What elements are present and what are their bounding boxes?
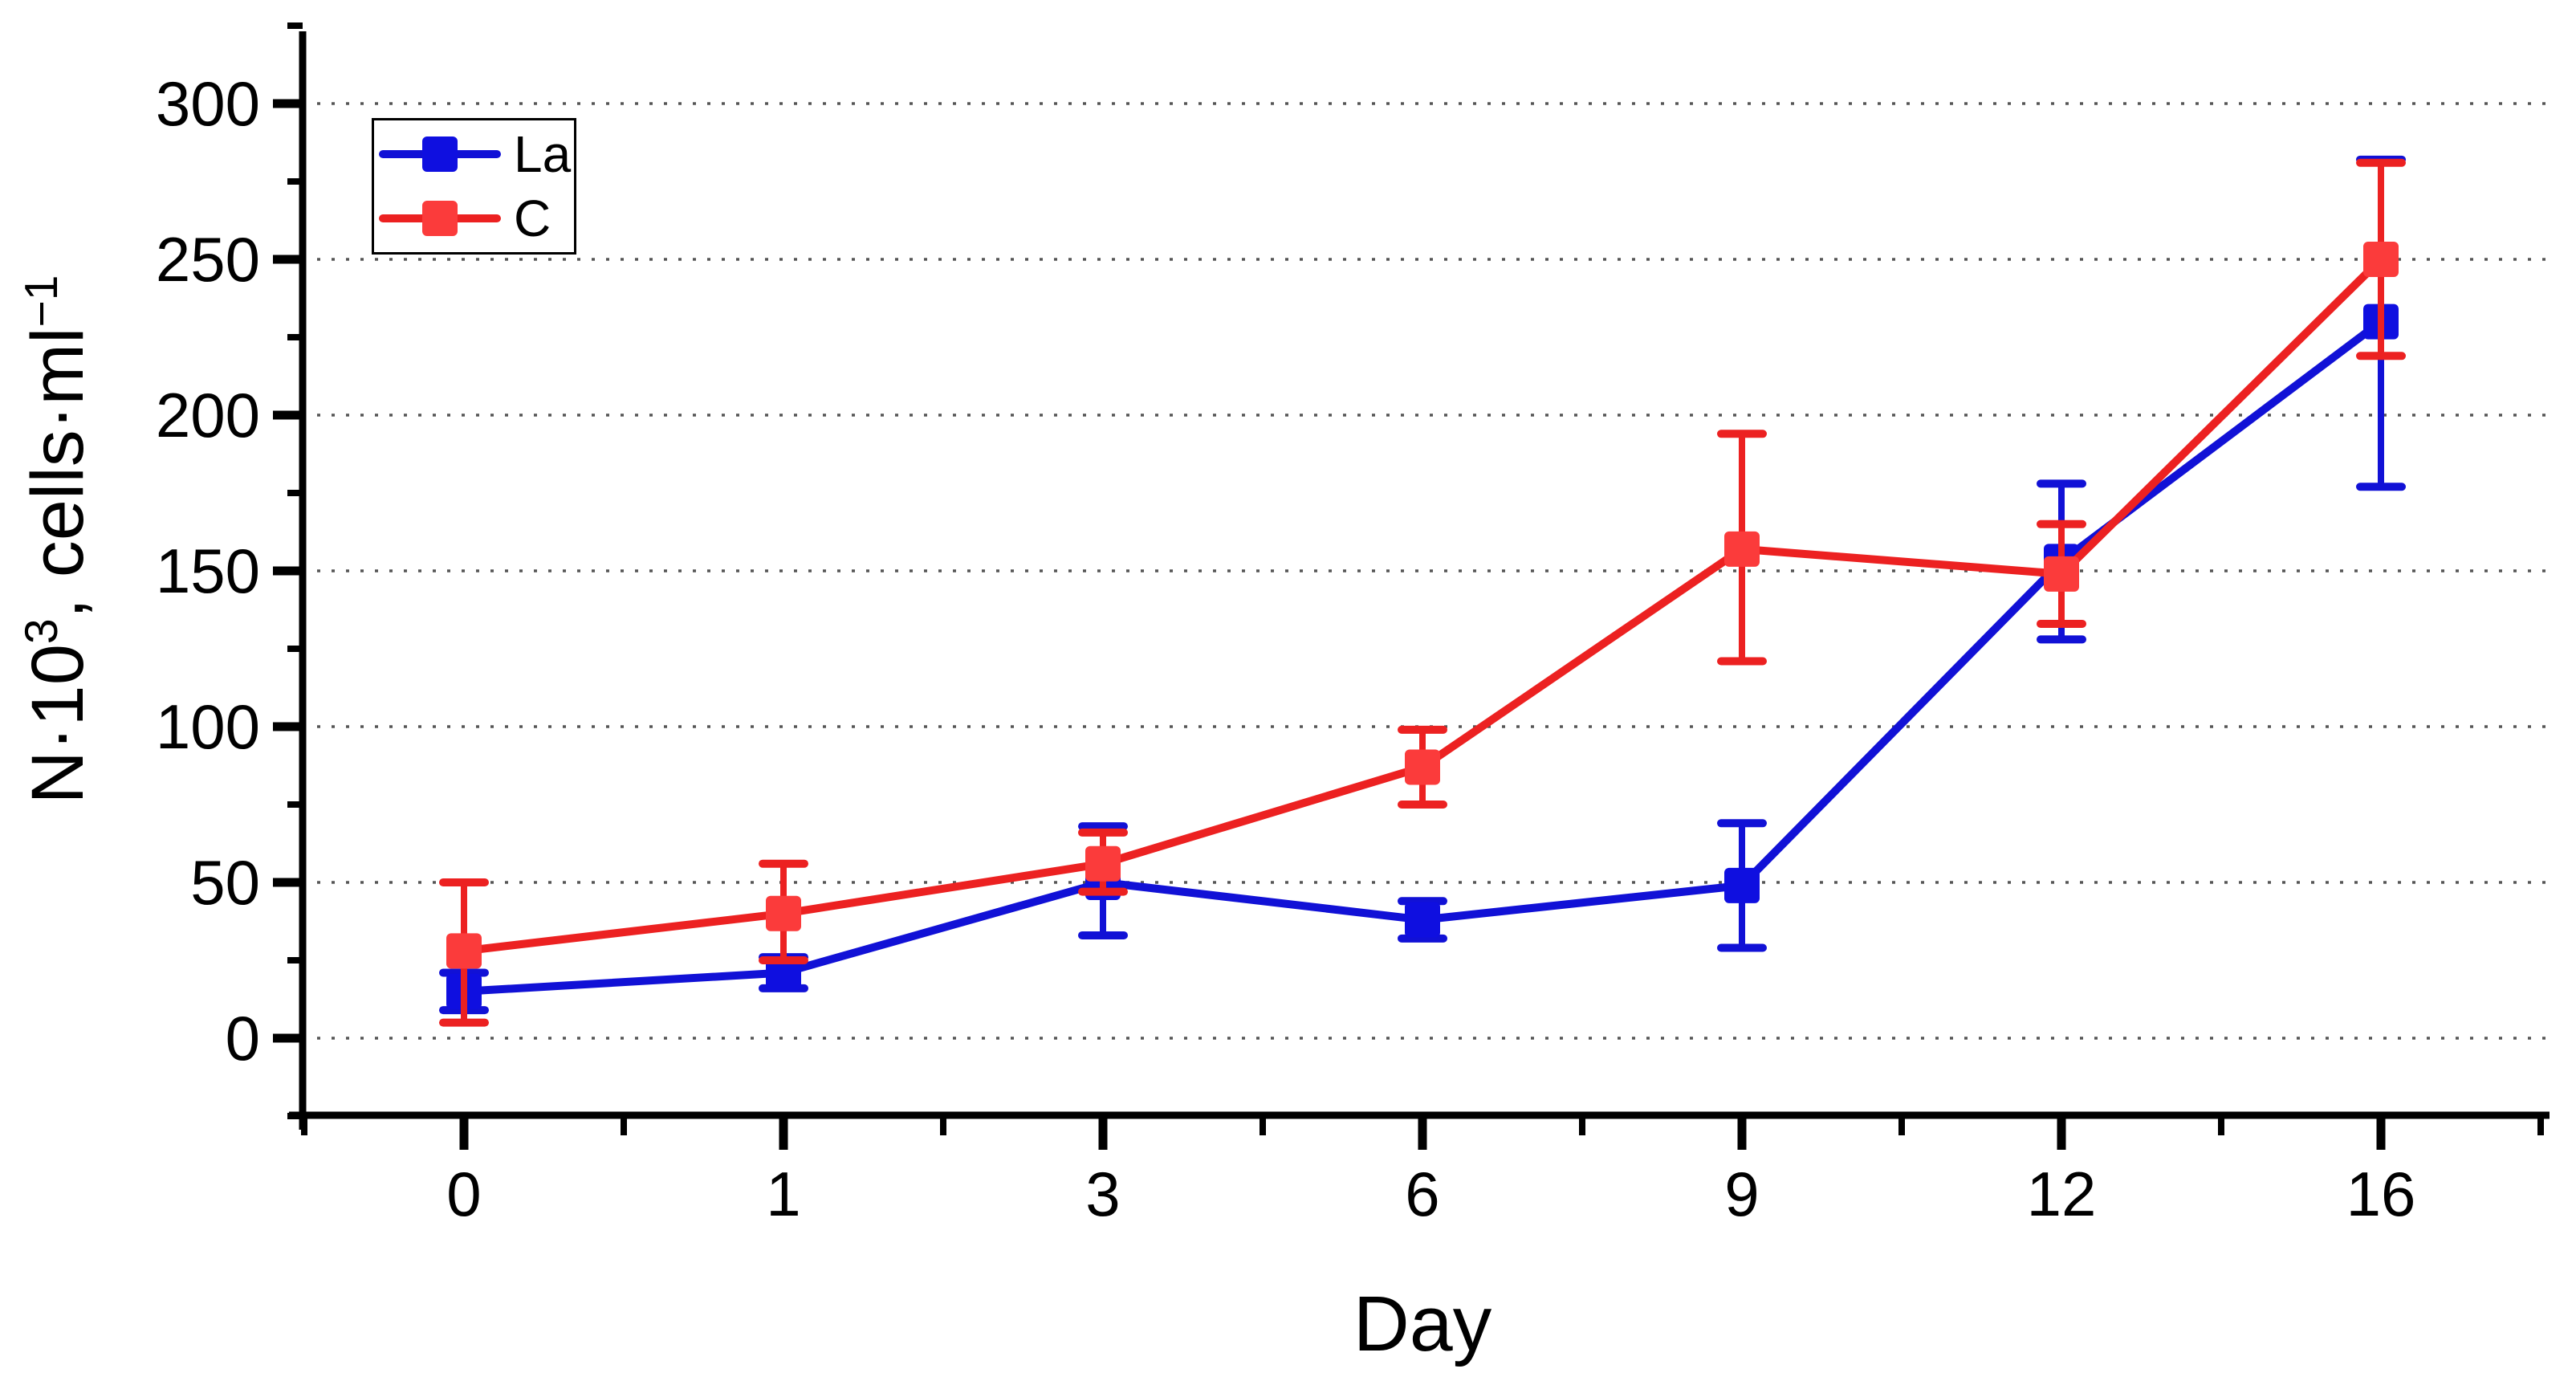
x-tick-label-16: 16 xyxy=(2346,1159,2416,1229)
marker-c-day1 xyxy=(766,895,801,931)
marker-la-day6 xyxy=(1405,902,1440,938)
x-tick-label-6: 6 xyxy=(1405,1159,1439,1229)
marker-c-day0 xyxy=(446,933,482,969)
legend-marker-c xyxy=(422,201,458,237)
legend-swatch-c xyxy=(379,201,501,237)
legend-label-c: C xyxy=(514,189,551,248)
y-tick-label-250: 250 xyxy=(156,224,260,295)
legend-item-c: C xyxy=(374,187,574,250)
x-tick-label-0: 0 xyxy=(446,1159,481,1229)
marker-la-day9 xyxy=(1724,867,1760,903)
y-tick-label-300: 300 xyxy=(156,68,260,139)
marker-c-day9 xyxy=(1724,531,1760,567)
y-tick-label-0: 0 xyxy=(226,1003,260,1073)
marker-c-day12 xyxy=(2044,556,2079,592)
y-axis-title-base2: , cells·ml xyxy=(16,327,99,619)
series-line-la xyxy=(463,318,2384,996)
marker-c-day3 xyxy=(1085,845,1121,882)
x-tick-label-9: 9 xyxy=(1724,1159,1759,1229)
legend-swatch-la xyxy=(379,136,501,172)
legend: La C xyxy=(372,118,576,255)
y-axis-title-base1: N·10 xyxy=(16,644,99,805)
y-tick-label-50: 50 xyxy=(190,847,260,918)
series-line-c xyxy=(463,256,2384,955)
legend-marker-la xyxy=(422,136,458,172)
x-tick-label-12: 12 xyxy=(2027,1159,2097,1229)
y-tick-label-150: 150 xyxy=(156,536,260,606)
marker-c-day16 xyxy=(2363,242,2399,277)
y-tick-label-100: 100 xyxy=(156,691,260,762)
y-axis-title-sup1: 3 xyxy=(16,618,68,645)
x-tick-label-1: 1 xyxy=(766,1159,800,1229)
x-tick-label-3: 3 xyxy=(1085,1159,1120,1229)
legend-label-la: La xyxy=(514,124,572,183)
y-axis-title: N·103, cells·ml−1 xyxy=(15,275,100,804)
legend-item-la: La xyxy=(374,123,574,185)
marker-c-day6 xyxy=(1405,749,1440,785)
y-axis-title-sup2: −1 xyxy=(16,275,68,328)
y-tick-label-200: 200 xyxy=(156,380,260,450)
x-axis-title: Day xyxy=(1353,1280,1492,1367)
